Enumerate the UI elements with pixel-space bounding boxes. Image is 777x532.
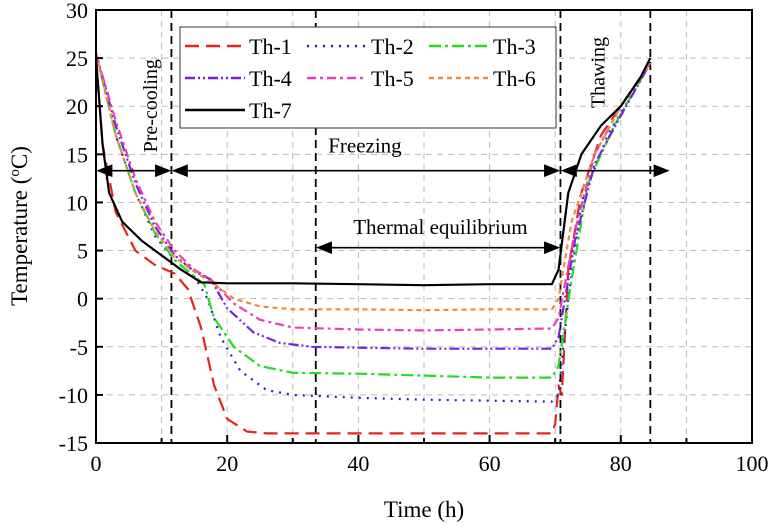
y-axis-label-sup: o (7, 169, 23, 177)
x-tick-label: 0 (91, 451, 102, 476)
series-group (94, 52, 652, 435)
x-tick-label: 40 (347, 451, 369, 476)
legend-label-th-2: Th-2 (371, 34, 414, 59)
legend-label-th-6: Th-6 (493, 66, 536, 91)
legend-label-th-1: Th-1 (249, 34, 292, 59)
series-line-th-2 (94, 53, 652, 403)
x-tick-label: 80 (610, 451, 632, 476)
x-tick-label: 60 (479, 451, 501, 476)
y-tick-label: 5 (77, 239, 88, 264)
thawing-label: Thawing (587, 37, 609, 108)
x-tick-label: 100 (736, 451, 769, 476)
series-line-th-7 (94, 57, 652, 287)
x-tick-label: 20 (216, 451, 238, 476)
y-axis-label: Temperature (oC) (7, 146, 32, 306)
y-tick-label: -5 (70, 335, 88, 360)
precooling-label: Pre-cooling (140, 59, 162, 152)
y-tick-label: 15 (66, 142, 88, 167)
legend-label-th-5: Th-5 (371, 66, 414, 91)
legend-label-th-4: Th-4 (249, 66, 292, 91)
ticks: -15 -10 -5 0 5 10 15 20 25 30 0 20 40 60 80 100 (59, 0, 769, 476)
x-axis-label: Time (h) (384, 497, 464, 522)
y-tick-label: 10 (66, 190, 88, 215)
freezing-label: Freezing (328, 133, 402, 157)
y-tick-label: 0 (77, 287, 88, 312)
annotations: Pre-cooling Freezing Thermal equilibrium Th… (96, 37, 670, 255)
y-tick-label: 20 (66, 94, 88, 119)
series-line-th-1 (94, 58, 652, 435)
series-line-th-6 (94, 53, 652, 312)
y-axis-label-main: Temperature ( (7, 177, 32, 306)
y-tick-label: -15 (59, 431, 88, 456)
legend-label-th-7: Th-7 (249, 98, 292, 123)
thermal-equilibrium-label: Thermal equilibrium (353, 215, 527, 239)
series-line-th-3 (94, 53, 652, 379)
y-axis-label-end: C) (7, 146, 32, 169)
series-line-th-4 (94, 53, 652, 350)
legend: Th-1 Th-2 Th-3 Th-4 Th-5 Th-6 Th-7 (179, 26, 557, 129)
y-tick-label: 25 (66, 46, 88, 71)
y-tick-label: 30 (66, 0, 88, 23)
legend-label-th-3: Th-3 (493, 34, 536, 59)
y-tick-label: -10 (59, 383, 88, 408)
